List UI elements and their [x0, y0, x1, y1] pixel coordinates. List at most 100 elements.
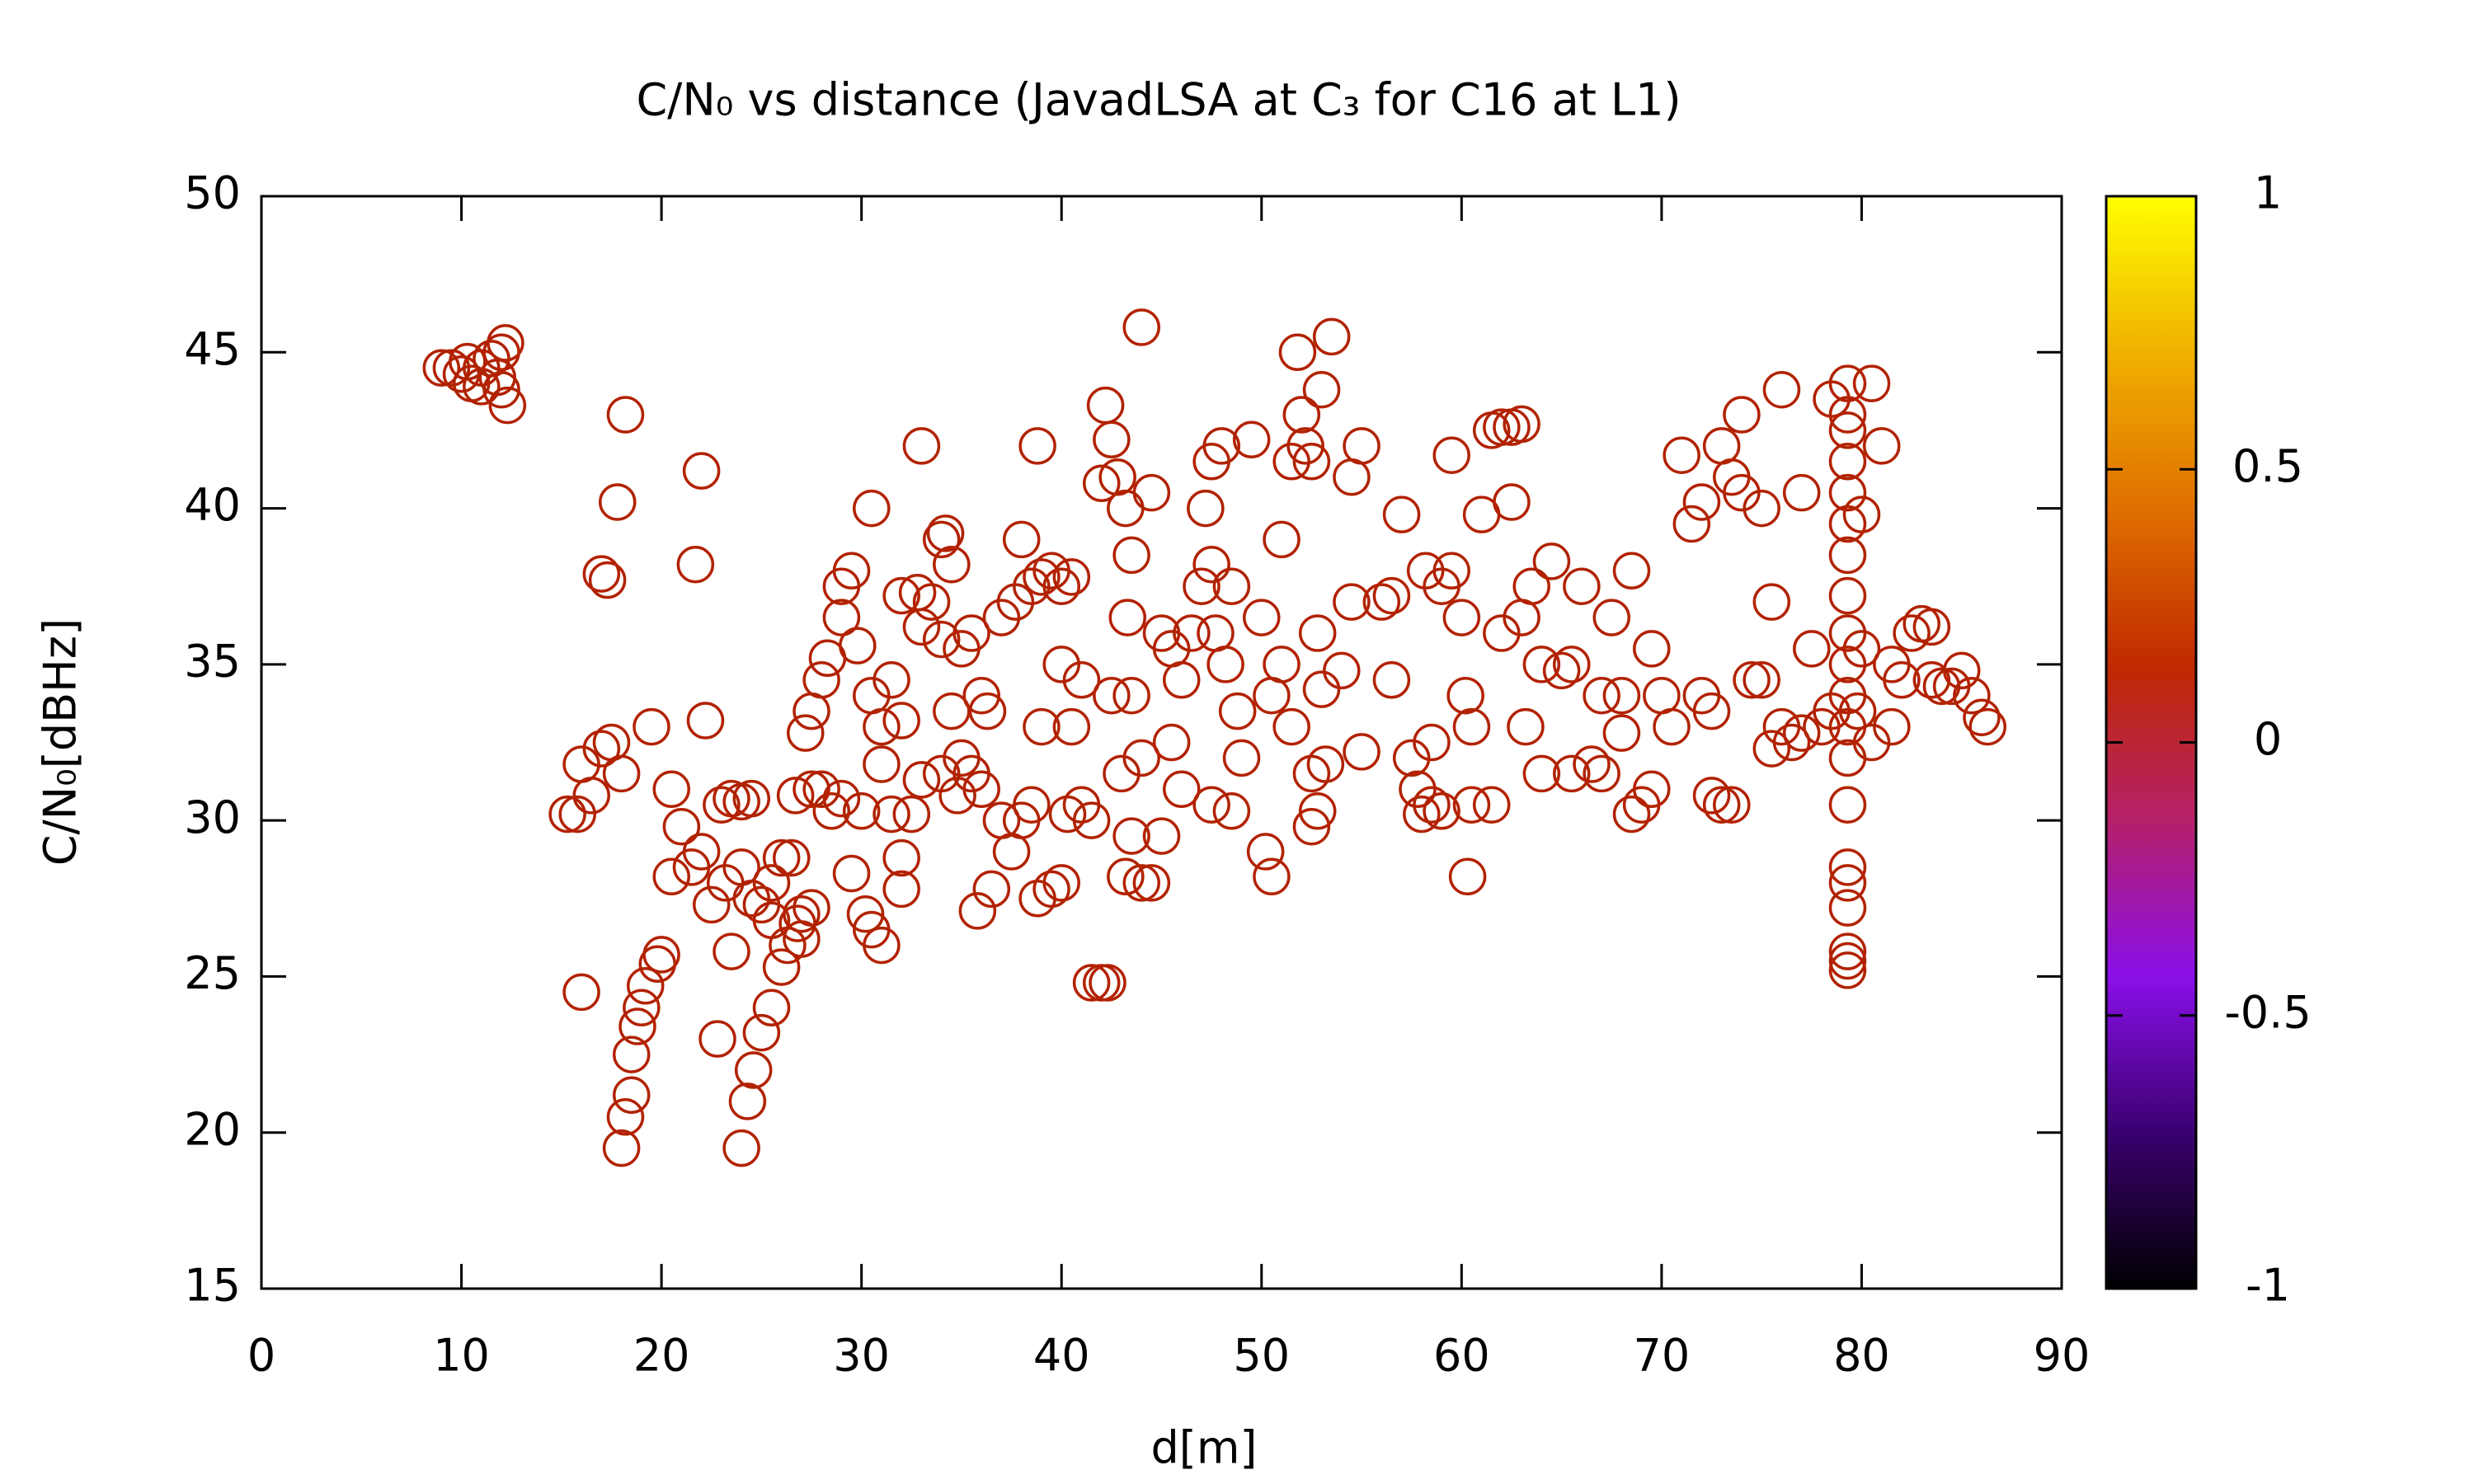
point: [1682, 483, 1721, 521]
point: [1828, 848, 1867, 886]
point: [1382, 495, 1421, 533]
point: [1752, 730, 1791, 768]
points: [422, 308, 2007, 1167]
point: [722, 1129, 760, 1167]
point: [1372, 576, 1411, 615]
x-tick-label: 90: [2034, 1330, 2091, 1382]
point: [682, 452, 721, 490]
point: [1432, 436, 1470, 474]
point: [1212, 567, 1251, 605]
point: [773, 838, 811, 877]
point: [713, 932, 750, 970]
point: [742, 1013, 781, 1052]
point: [572, 777, 610, 815]
point: [1093, 676, 1131, 715]
point: [1403, 795, 1441, 834]
point: [582, 730, 621, 768]
point: [1042, 567, 1080, 605]
point: [968, 692, 1007, 730]
point: [1452, 707, 1491, 746]
point: [1828, 576, 1867, 615]
point: [1333, 458, 1371, 496]
point: [1263, 646, 1300, 683]
point: [1362, 583, 1401, 621]
point: [1163, 770, 1201, 809]
point: [488, 386, 527, 425]
point: [1442, 599, 1481, 636]
point: [1192, 545, 1230, 584]
point: [612, 1076, 651, 1115]
point: [1187, 489, 1225, 528]
point: [1862, 427, 1901, 465]
point: [902, 427, 941, 465]
point: [1653, 707, 1691, 746]
point: [1493, 483, 1531, 521]
point: [1563, 567, 1601, 605]
point: [1392, 739, 1431, 777]
point: [422, 349, 461, 387]
point: [1532, 542, 1571, 580]
point: [882, 870, 920, 909]
point: [1583, 676, 1620, 715]
point: [1507, 707, 1545, 746]
point: [1883, 661, 1921, 699]
point: [832, 854, 871, 893]
point: [1013, 786, 1051, 824]
point: [1042, 646, 1080, 683]
point: [912, 583, 951, 621]
point: [1723, 473, 1761, 512]
x-tick-label: 10: [433, 1330, 490, 1382]
point: [1552, 754, 1591, 793]
x-tick-label: 30: [833, 1330, 890, 1382]
point: [902, 608, 941, 646]
point: [1263, 520, 1300, 559]
x-tick-label: 50: [1233, 1330, 1290, 1382]
point: [1446, 676, 1484, 715]
point: [1002, 520, 1041, 559]
point: [633, 707, 670, 746]
point: [1452, 786, 1491, 824]
point: [732, 880, 771, 918]
point: [1512, 567, 1550, 605]
point: [846, 895, 885, 933]
point: [1072, 801, 1111, 839]
point: [926, 514, 965, 552]
point: [1448, 857, 1487, 896]
colorbar-tick-label: 1: [2254, 167, 2282, 219]
x-tick-label: 20: [633, 1330, 690, 1382]
point: [682, 833, 721, 871]
point: [1372, 661, 1411, 699]
point: [698, 1020, 736, 1058]
point: [612, 1036, 651, 1073]
point: [1423, 792, 1460, 830]
point: [1963, 698, 2001, 736]
colorbar-tick-label: 0: [2254, 713, 2282, 765]
point: [863, 926, 901, 965]
point: [872, 661, 910, 699]
point: [728, 1082, 767, 1120]
point: [1052, 707, 1091, 746]
point: [1246, 833, 1285, 871]
x-tick-label: 80: [1833, 1330, 1890, 1382]
point: [787, 714, 825, 752]
point: [1602, 676, 1641, 715]
colorbar-tick-label: -0.5: [2224, 986, 2311, 1038]
point: [892, 795, 931, 834]
point: [1206, 646, 1244, 683]
point: [1828, 786, 1867, 824]
point: [676, 545, 715, 584]
point: [1828, 411, 1867, 449]
point: [1733, 661, 1771, 699]
point: [882, 838, 920, 877]
point: [652, 770, 690, 809]
point: [1483, 614, 1521, 652]
point: [793, 889, 830, 927]
point: [882, 576, 920, 615]
y-tick-label: 35: [184, 635, 241, 687]
point: [1602, 714, 1641, 752]
point: [1192, 786, 1230, 824]
point: [902, 761, 941, 799]
point: [1072, 964, 1111, 1002]
point: [1743, 489, 1780, 528]
y-axis-label: C/N₀[dBHz]: [35, 618, 87, 866]
